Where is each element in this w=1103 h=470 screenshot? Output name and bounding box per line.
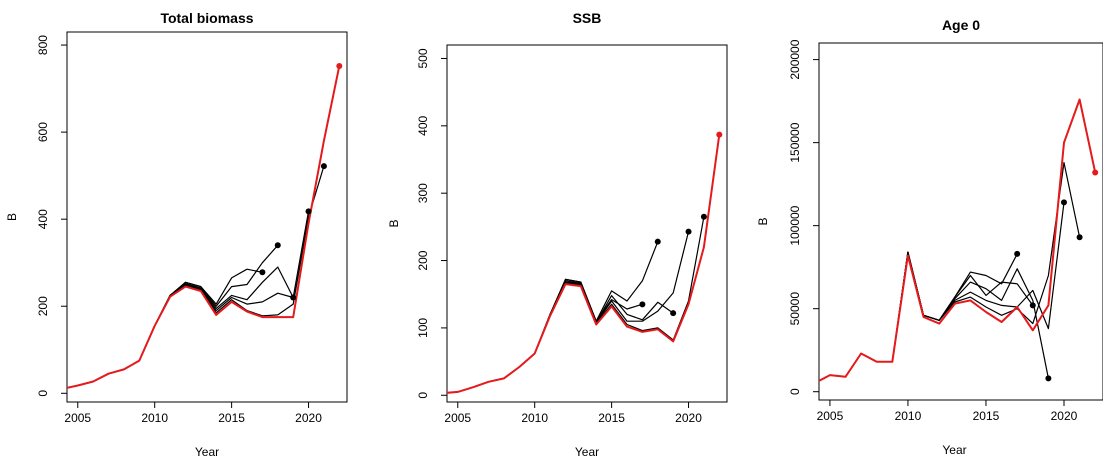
x-tick-label: 2020 xyxy=(295,411,322,425)
peel-terminal-point-2 xyxy=(1029,302,1036,309)
x-tick-label: 2015 xyxy=(218,411,245,425)
retrospective-peel-line-4 xyxy=(819,202,1065,382)
y-tick-label: 100000 xyxy=(788,205,802,245)
x-tick-label: 2010 xyxy=(141,411,168,425)
y-tick-label: 200 xyxy=(416,250,430,270)
chart-panel-2: SSB 2005 2010 2015 2020 Year 0 100 200 300 400 500 B xyxy=(387,10,728,459)
current-assessment-line xyxy=(67,65,341,389)
y-axis-label: B xyxy=(387,219,401,227)
peel-terminal-point-1 xyxy=(1014,250,1021,257)
y-tick-label: 0 xyxy=(416,392,430,399)
peel-terminal-point-2 xyxy=(274,242,281,249)
x-tick-label: 2005 xyxy=(817,409,844,423)
retrospective-peel-line-3 xyxy=(67,266,294,389)
peel-terminal-point-5 xyxy=(320,163,327,170)
retrospective-peel-line-4 xyxy=(67,211,310,389)
y-tick-label: 800 xyxy=(36,35,50,55)
y-tick-label: 300 xyxy=(416,183,430,203)
y-tick-label: 0 xyxy=(788,388,802,395)
x-tick-label: 2020 xyxy=(1051,409,1078,423)
current-terminal-point xyxy=(336,62,343,69)
x-tick-label: 2020 xyxy=(675,411,702,425)
x-tick-label: 2010 xyxy=(521,411,548,425)
retrospective-peel-line-1 xyxy=(67,268,263,389)
peel-terminal-point-3 xyxy=(290,294,297,301)
plot-frame xyxy=(446,44,728,403)
peel-terminal-point-3 xyxy=(670,310,677,317)
y-tick-label: 400 xyxy=(36,209,50,229)
y-tick-label: 100 xyxy=(416,318,430,338)
x-tick-label: 2010 xyxy=(895,409,922,423)
peel-terminal-point-2 xyxy=(654,238,661,245)
y-tick-label: 400 xyxy=(416,115,430,135)
chart-panel-1: Total biomass 2005 2010 2015 2020 Year 0 200 400… xyxy=(5,10,348,459)
x-tick-label: 2015 xyxy=(598,411,625,425)
y-axis-label: B xyxy=(5,213,19,221)
series-group xyxy=(67,65,341,389)
current-assessment-line xyxy=(819,98,1097,383)
retrospective-peel-line-1 xyxy=(819,251,1018,382)
y-tick-label: 200000 xyxy=(788,39,802,79)
series-group xyxy=(447,134,721,394)
retrospective-peel-line-5 xyxy=(67,165,325,389)
y-tick-label: 150000 xyxy=(788,122,802,162)
peel-terminal-point-5 xyxy=(1076,234,1083,241)
current-terminal-point xyxy=(716,131,723,138)
peel-terminal-point-4 xyxy=(305,208,312,215)
peel-terminal-point-1 xyxy=(259,269,266,276)
y-axis-label: B xyxy=(756,217,770,225)
retrospective-peel-line-2 xyxy=(67,244,279,389)
peel-terminal-point-1 xyxy=(639,301,646,308)
x-tick-label: 2005 xyxy=(444,411,471,425)
x-tick-label: 2015 xyxy=(973,409,1000,423)
x-axis-label: Year xyxy=(942,443,966,457)
x-tick-label: 2005 xyxy=(64,411,91,425)
x-axis-label: Year xyxy=(195,445,219,459)
plot-frame xyxy=(66,31,348,403)
current-terminal-point xyxy=(1092,169,1099,176)
y-tick-label: 200 xyxy=(36,296,50,316)
chart-title: SSB xyxy=(573,10,602,26)
current-assessment-line xyxy=(447,134,721,394)
retrospective-peel-line-5 xyxy=(447,216,705,394)
retrospective-peel-line-4 xyxy=(447,231,690,394)
peel-terminal-point-4 xyxy=(1060,199,1067,206)
peel-terminal-point-5 xyxy=(700,213,707,220)
peel-terminal-point-3 xyxy=(1045,375,1052,382)
y-tick-label: 500 xyxy=(416,48,430,68)
chart-title: Age 0 xyxy=(942,17,980,33)
peel-terminal-point-4 xyxy=(685,228,692,235)
series-group xyxy=(819,98,1097,383)
retrospective-peel-line-5 xyxy=(819,162,1081,382)
y-tick-label: 0 xyxy=(36,390,50,397)
chart-title: Total biomass xyxy=(160,10,253,26)
y-tick-label: 600 xyxy=(36,122,50,142)
y-tick-label: 50000 xyxy=(788,292,802,326)
plot-frame xyxy=(818,42,1103,401)
chart-panel-3: Age 0 2005 2010 2015 2020 Year 0 50000 100000 150… xyxy=(756,17,1103,457)
x-axis-label: Year xyxy=(575,445,599,459)
